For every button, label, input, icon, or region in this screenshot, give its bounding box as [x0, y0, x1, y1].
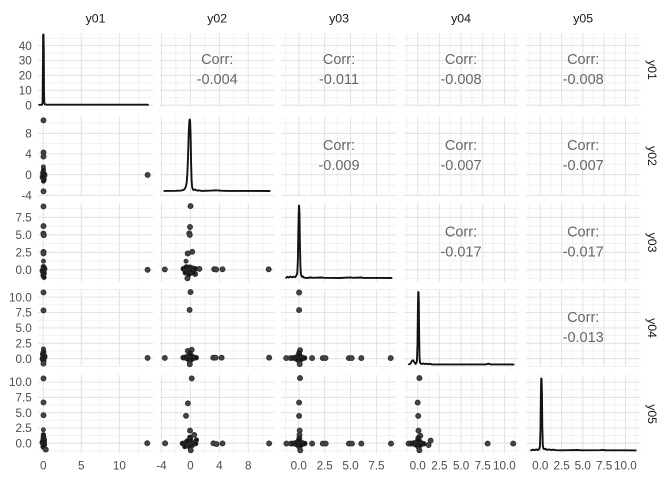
svg-text:5.0: 5.0 — [16, 407, 33, 420]
svg-text:y03: y03 — [645, 233, 659, 253]
svg-text:7.5: 7.5 — [16, 392, 33, 405]
svg-text:20: 20 — [19, 70, 33, 83]
svg-text:Corr:: Corr: — [445, 225, 477, 241]
svg-text:Corr:: Corr: — [445, 52, 477, 68]
svg-text:0.0: 0.0 — [410, 460, 427, 473]
svg-text:Corr:: Corr: — [567, 310, 599, 326]
svg-text:2.5: 2.5 — [553, 460, 570, 473]
svg-text:-0.007: -0.007 — [440, 158, 481, 174]
svg-text:Corr:: Corr: — [323, 138, 355, 154]
svg-text:Corr:: Corr: — [567, 52, 599, 68]
svg-text:y03: y03 — [329, 12, 349, 26]
svg-text:-0.011: -0.011 — [319, 72, 359, 88]
svg-text:0.0: 0.0 — [16, 353, 33, 366]
svg-text:2.5: 2.5 — [431, 460, 448, 473]
svg-text:5.0: 5.0 — [575, 460, 592, 473]
svg-text:Corr:: Corr: — [567, 225, 599, 241]
svg-text:2.5: 2.5 — [16, 247, 33, 260]
svg-text:Corr:: Corr: — [323, 52, 355, 68]
svg-text:8: 8 — [25, 128, 32, 141]
svg-text:0: 0 — [25, 169, 32, 182]
svg-text:-0.004: -0.004 — [197, 72, 238, 88]
svg-text:10.0: 10.0 — [614, 460, 637, 473]
svg-text:-0.017: -0.017 — [563, 244, 604, 260]
svg-text:5.0: 5.0 — [16, 322, 33, 335]
svg-text:y05: y05 — [645, 404, 659, 424]
svg-text:-0.007: -0.007 — [563, 158, 604, 174]
svg-text:0.0: 0.0 — [291, 460, 308, 473]
svg-text:-4: -4 — [21, 190, 32, 203]
svg-text:0: 0 — [25, 99, 32, 112]
svg-text:10: 10 — [113, 460, 127, 473]
svg-text:40: 40 — [19, 40, 33, 53]
svg-text:4: 4 — [216, 460, 223, 473]
svg-text:y02: y02 — [645, 146, 659, 166]
svg-text:Corr:: Corr: — [445, 138, 477, 154]
svg-text:-0.008: -0.008 — [563, 72, 604, 88]
svg-text:10.0: 10.0 — [9, 376, 32, 389]
svg-text:-0.009: -0.009 — [318, 158, 359, 174]
svg-text:Corr:: Corr: — [567, 138, 599, 154]
svg-text:y02: y02 — [207, 12, 227, 26]
svg-text:4: 4 — [25, 148, 32, 161]
svg-text:-0.017: -0.017 — [440, 244, 481, 260]
svg-text:0.0: 0.0 — [16, 437, 33, 450]
svg-text:5: 5 — [78, 460, 85, 473]
svg-text:0.0: 0.0 — [532, 460, 549, 473]
svg-text:-4: -4 — [156, 460, 167, 473]
svg-text:10.0: 10.0 — [9, 291, 32, 304]
svg-text:5.0: 5.0 — [342, 460, 359, 473]
svg-text:7.5: 7.5 — [475, 460, 492, 473]
svg-text:30: 30 — [19, 55, 33, 68]
svg-text:7.5: 7.5 — [16, 307, 33, 320]
svg-text:7.5: 7.5 — [16, 212, 33, 225]
svg-text:0: 0 — [40, 460, 47, 473]
svg-text:2.5: 2.5 — [16, 422, 33, 435]
svg-text:5.0: 5.0 — [453, 460, 470, 473]
svg-text:10.0: 10.0 — [493, 460, 516, 473]
svg-text:8: 8 — [245, 460, 252, 473]
svg-text:5.0: 5.0 — [16, 229, 33, 242]
svg-text:7.5: 7.5 — [596, 460, 613, 473]
svg-text:-0.013: -0.013 — [563, 330, 604, 346]
svg-text:y04: y04 — [451, 12, 471, 26]
svg-text:2.5: 2.5 — [317, 460, 334, 473]
svg-text:2.5: 2.5 — [16, 338, 33, 351]
svg-text:-0.008: -0.008 — [440, 72, 481, 88]
svg-text:y04: y04 — [645, 318, 659, 338]
svg-text:10: 10 — [19, 85, 33, 98]
svg-text:y01: y01 — [645, 60, 659, 80]
svg-text:0.0: 0.0 — [16, 264, 33, 277]
svg-text:Corr:: Corr: — [201, 52, 233, 68]
svg-text:y01: y01 — [86, 12, 106, 26]
svg-text:0: 0 — [187, 460, 194, 473]
svg-text:y05: y05 — [573, 12, 593, 26]
svg-text:7.5: 7.5 — [368, 460, 385, 473]
